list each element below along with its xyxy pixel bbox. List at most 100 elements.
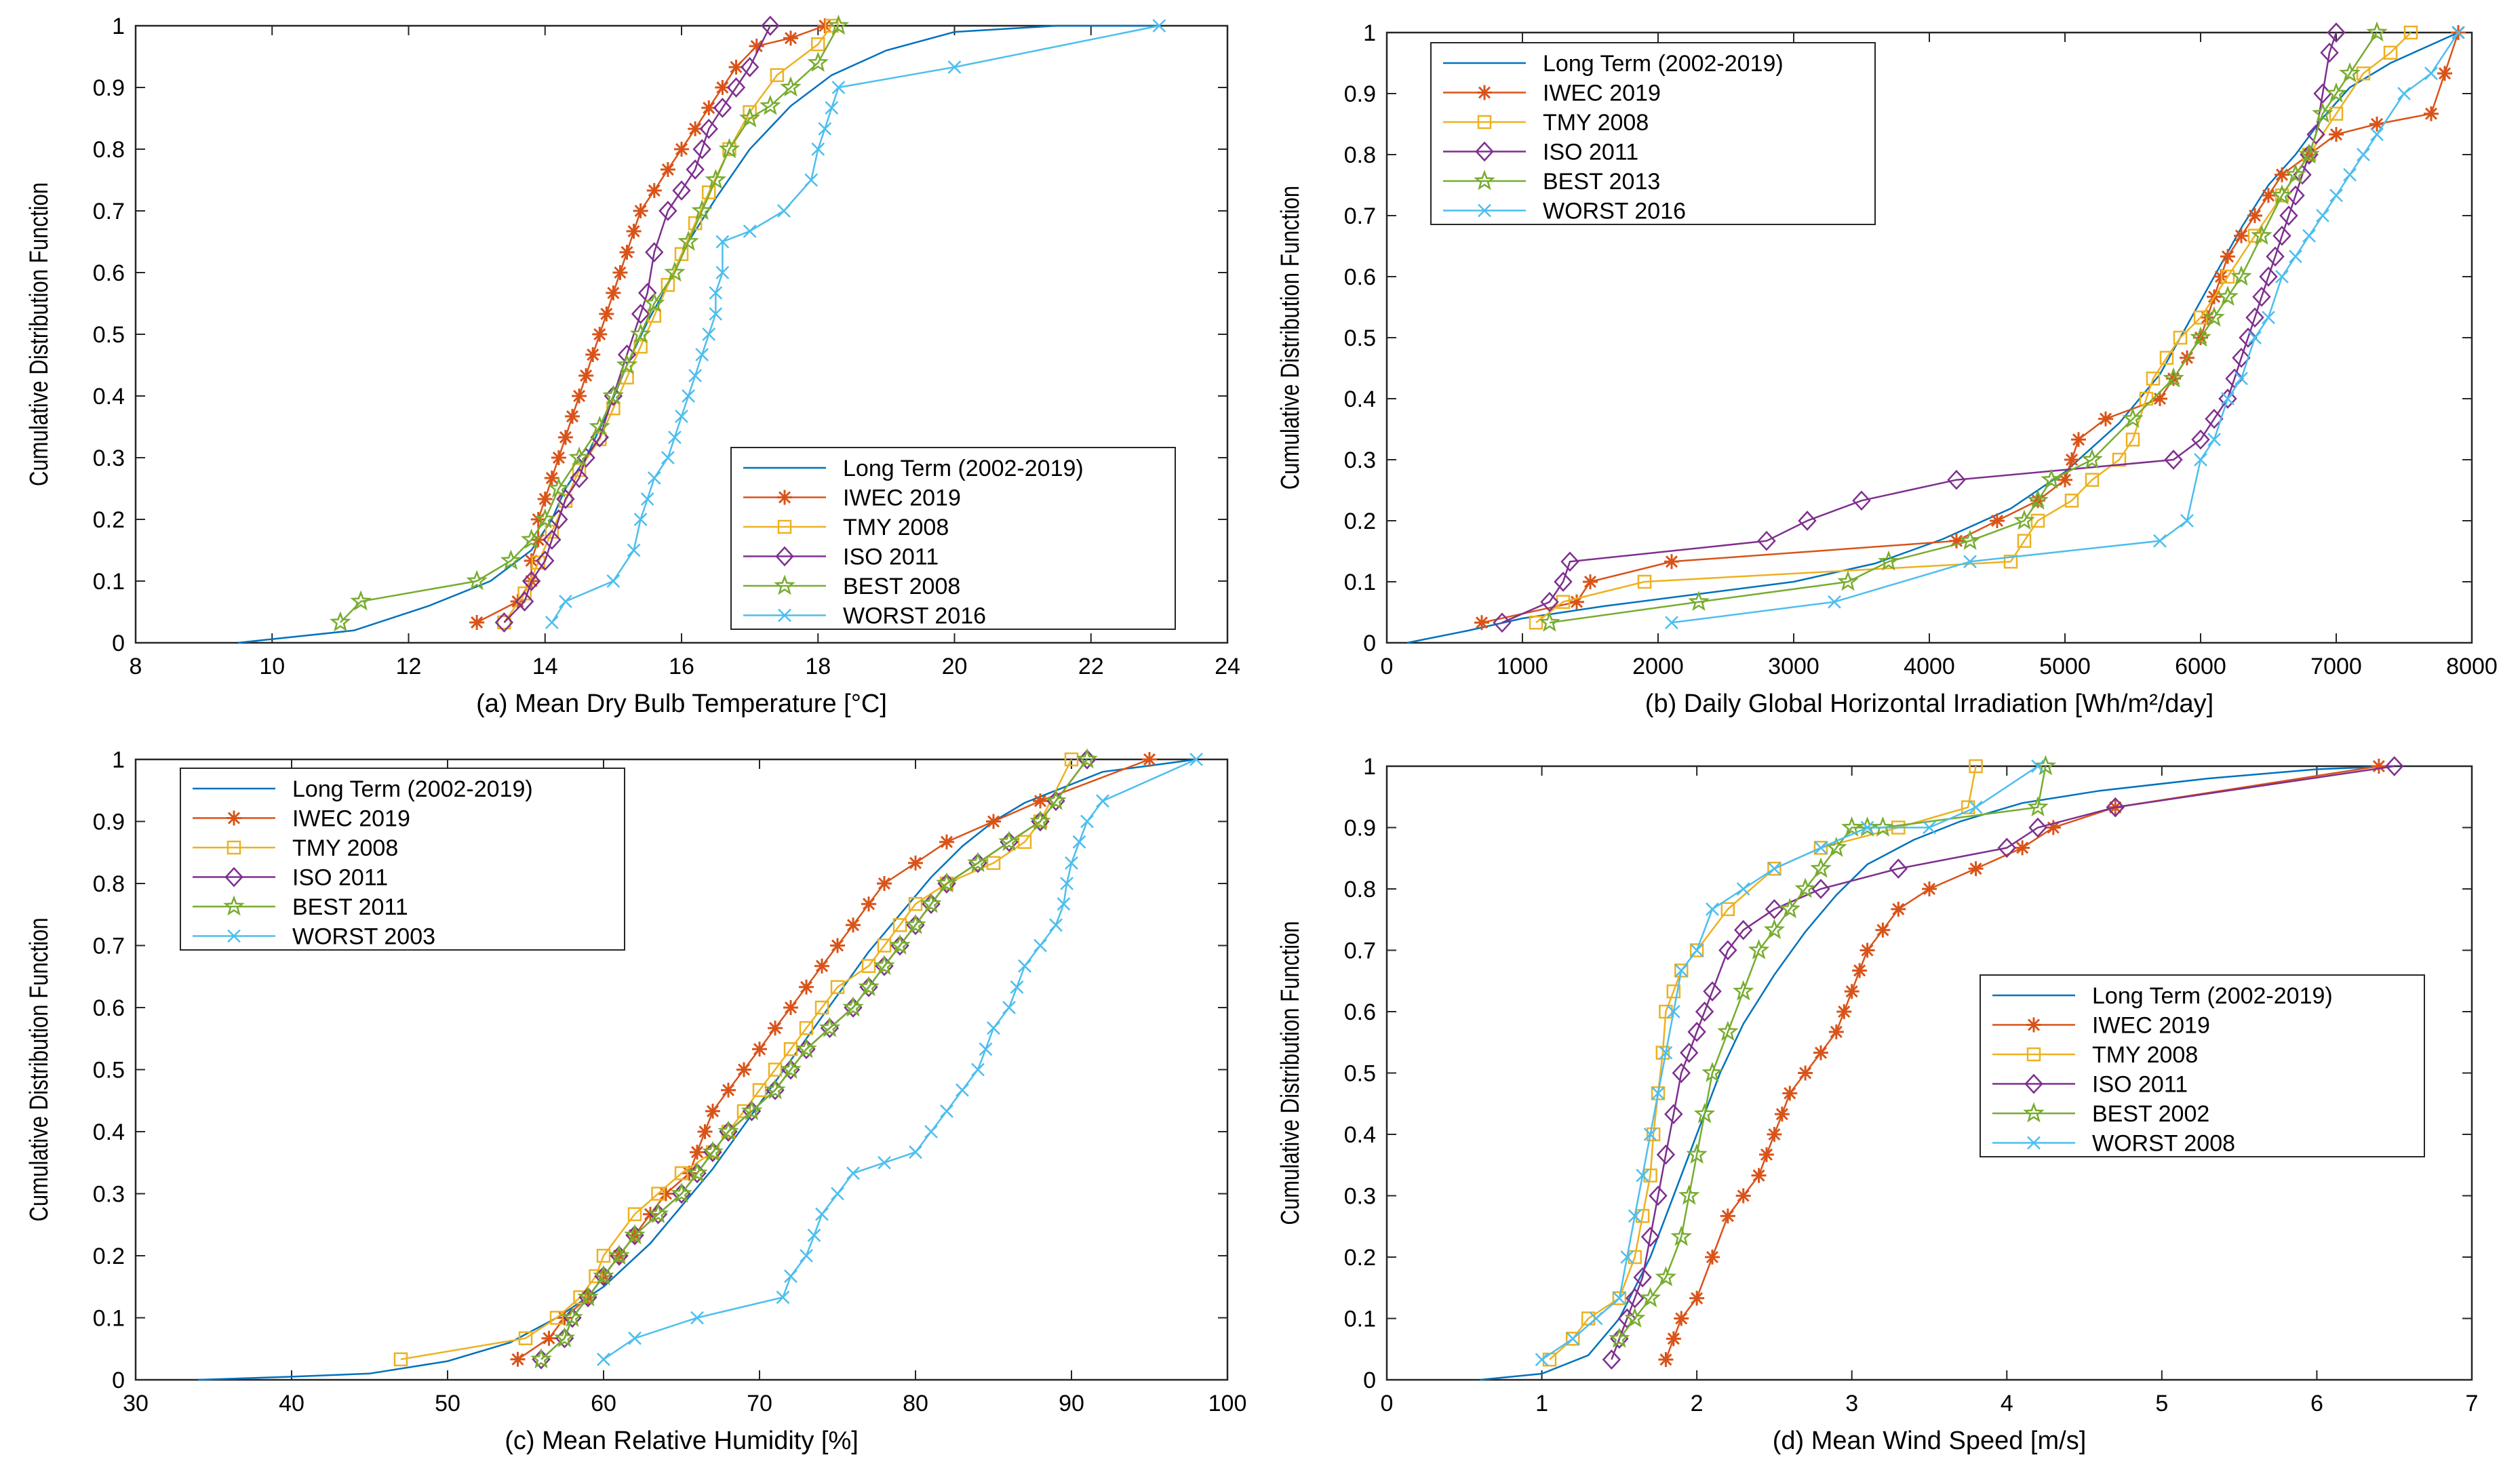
x-tick-label: 80: [903, 1391, 928, 1416]
data-point-tmy: [497, 615, 511, 630]
data-point-best: [2081, 448, 2103, 469]
y-tick-label: 0.7: [1344, 938, 1376, 964]
data-point-iso: [1664, 1104, 1683, 1124]
data-point-tmy: [1651, 1086, 1666, 1100]
data-point-worst: [1010, 980, 1024, 994]
data-point-iwec: [1774, 1107, 1790, 1122]
legend-label-tmy: TMY 2008: [843, 515, 949, 540]
data-point-iwec: [1968, 861, 1984, 877]
data-point-iwec: [690, 1145, 705, 1160]
data-point-worst: [878, 1155, 891, 1170]
data-point-iwec: [557, 429, 573, 445]
data-point-worst: [1643, 1128, 1657, 1141]
data-point-worst: [800, 1249, 813, 1263]
data-point-best: [1733, 980, 1754, 1001]
data-point-tmy: [908, 896, 923, 911]
data-point-best: [759, 94, 781, 115]
data-point-tmy: [877, 938, 892, 953]
data-point-iso: [1633, 1267, 1652, 1288]
y-tick-label: 0: [112, 631, 125, 656]
y-tick-label: 0.6: [93, 260, 125, 286]
x-tick-label: 7: [2466, 1391, 2479, 1416]
data-point-best: [807, 52, 829, 72]
data-point-best: [1701, 1061, 1723, 1082]
legend-label-iso: ISO 2011: [2092, 1072, 2188, 1098]
data-point-iso: [740, 57, 760, 77]
data-point-iwec: [688, 121, 703, 136]
data-point-best: [2366, 21, 2388, 42]
series-line-iso: [1501, 32, 2338, 624]
data-point-iwec: [705, 1103, 720, 1119]
data-point-best: [1655, 1266, 1677, 1287]
data-point-best: [624, 1224, 646, 1245]
data-point-iwec: [1922, 881, 1937, 896]
data-point-iwec: [572, 389, 587, 403]
x-tick-label: 24: [1215, 654, 1240, 679]
data-point-worst: [743, 224, 757, 238]
data-point-iso: [1703, 981, 1722, 1001]
data-point-worst: [940, 1104, 953, 1118]
series-worst: [545, 19, 1166, 629]
data-point-tmy: [1689, 943, 1704, 957]
data-point-best: [1029, 810, 1051, 831]
series-iso: [1493, 22, 2346, 633]
y-tick-label: 0.3: [93, 1182, 125, 1208]
y-tick-label: 0.2: [93, 1244, 125, 1269]
data-point-iwec: [612, 265, 628, 280]
x-tick-label: 10: [259, 654, 285, 679]
data-point-tmy: [830, 980, 845, 995]
data-point-iwec: [861, 896, 876, 912]
data-point-worst: [1060, 877, 1074, 890]
legend-marker-iso: [1475, 141, 1494, 162]
data-point-iso: [1656, 1145, 1676, 1165]
data-point-worst: [1072, 835, 1086, 849]
data-point-best: [691, 199, 713, 220]
data-point-worst: [1620, 1250, 1634, 1264]
data-point-tmy: [892, 918, 907, 932]
data-point-iso: [692, 139, 711, 159]
y-tick-label: 0.5: [1344, 1061, 1376, 1087]
data-point-worst: [2207, 433, 2221, 447]
data-point-iwec: [1891, 901, 1906, 917]
data-point-iwec: [1720, 1208, 1735, 1224]
data-point-best: [548, 477, 570, 498]
series-line-best: [340, 25, 840, 623]
data-point-tmy: [1064, 752, 1079, 767]
series-line-iso: [503, 25, 771, 623]
data-point-iwec: [783, 31, 798, 46]
legend-marker-iwec: [2026, 1017, 2041, 1033]
y-tick-label: 1: [1363, 20, 1376, 46]
x-axis-label: (c) Mean Relative Humidity [%]: [505, 1427, 859, 1455]
data-point-iwec: [1666, 1331, 1681, 1347]
data-point-best: [1045, 789, 1067, 810]
legend-label-iwec: IWEC 2019: [1543, 81, 1661, 106]
data-point-worst: [633, 513, 648, 526]
data-point-best: [2163, 367, 2184, 388]
legend-box: [730, 447, 1176, 630]
data-point-best: [2190, 326, 2211, 347]
y-tick-label: 0.1: [93, 569, 125, 595]
series-best: [330, 14, 850, 632]
data-point-worst: [695, 348, 709, 361]
legend-box: [1980, 974, 2425, 1157]
data-point-iwec: [830, 938, 845, 953]
y-tick-label: 0.6: [93, 995, 125, 1021]
data-point-best: [889, 934, 911, 955]
data-point-iso: [1997, 837, 2016, 858]
data-point-best: [608, 1244, 630, 1265]
data-point-tmy: [2085, 473, 2100, 487]
data-point-best: [1624, 1307, 1646, 1328]
data-point-iwec: [530, 512, 546, 527]
data-point-worst: [2452, 26, 2465, 39]
data-point-tmy: [1635, 1209, 1650, 1223]
data-point-worst: [1096, 794, 1109, 808]
y-tick-label: 1: [112, 14, 125, 39]
data-point-best: [562, 1306, 583, 1327]
data-point-worst: [640, 492, 654, 506]
data-point-iwec: [1033, 793, 1048, 809]
data-point-iwec: [1813, 1045, 1828, 1060]
data-point-tmy: [661, 277, 675, 292]
data-point-worst: [2275, 270, 2289, 283]
data-point-worst: [2424, 66, 2438, 81]
data-point-iso: [1765, 899, 1784, 919]
